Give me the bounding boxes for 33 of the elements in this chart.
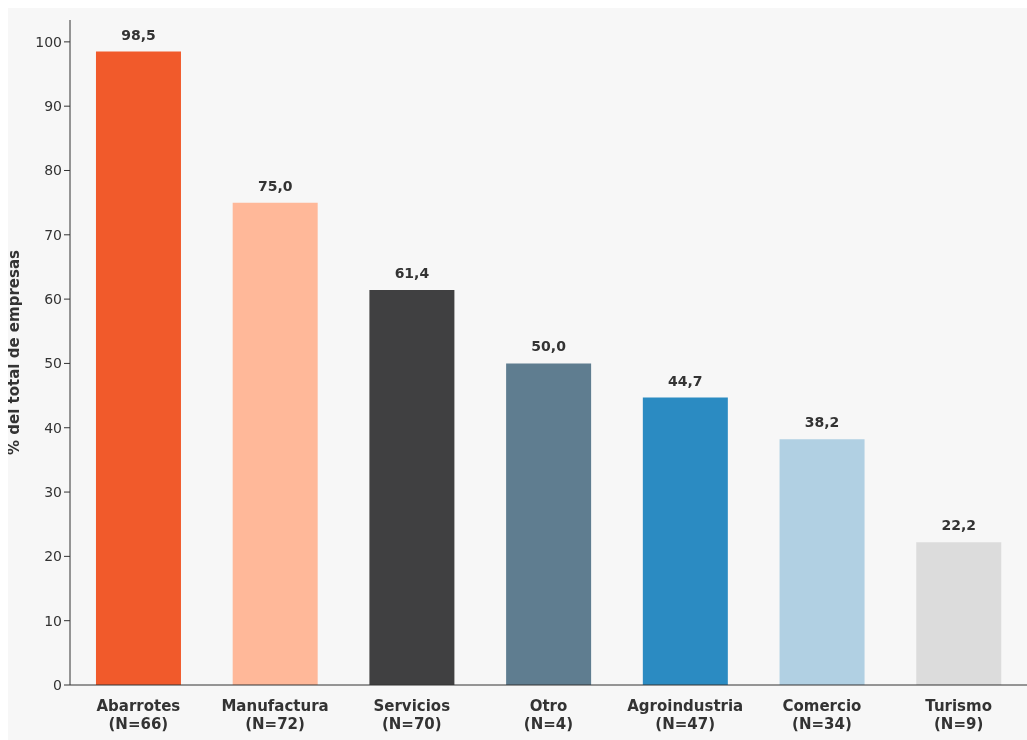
data-label: 44,7 <box>668 372 703 389</box>
y-tick-label: 40 <box>44 419 62 436</box>
y-tick-label: 50 <box>44 355 62 372</box>
data-label: 61,4 <box>394 265 430 282</box>
data-label: 50,0 <box>531 338 567 355</box>
y-tick-label: 20 <box>44 548 62 565</box>
y-tick-label: 0 <box>53 676 62 693</box>
bar <box>642 397 728 685</box>
y-tick-label: 60 <box>44 291 62 308</box>
y-axis-title: % del total de empresas <box>5 249 24 455</box>
x-tick-label: Servicios (N=70) <box>373 697 451 733</box>
bar <box>369 290 455 685</box>
x-tick-label: Otro (N=4) <box>523 697 574 733</box>
x-tick-label: Comercio (N=34) <box>782 697 862 733</box>
bar <box>232 202 318 685</box>
x-tick-label: Abarrotes (N=66) <box>96 697 181 733</box>
y-tick-label: 30 <box>44 484 62 501</box>
bar <box>779 439 865 685</box>
y-tick-label: 10 <box>44 612 62 629</box>
y-tick-label: 100 <box>35 33 62 50</box>
y-tick-label: 80 <box>44 162 62 179</box>
bar <box>506 363 592 685</box>
bar <box>95 51 181 685</box>
bar <box>916 542 1002 685</box>
data-label: 75,0 <box>257 177 293 194</box>
data-label: 22,2 <box>941 517 977 534</box>
y-tick-label: 70 <box>44 226 62 243</box>
x-tick-label: Manufactura (N=72) <box>221 697 329 733</box>
y-tick-label: 90 <box>44 98 62 115</box>
x-tick-label: Turismo (N=9) <box>925 697 992 733</box>
x-tick-label: Agroindustria (N=47) <box>627 697 744 733</box>
data-label: 98,5 <box>121 26 156 43</box>
data-label: 38,2 <box>804 414 840 431</box>
